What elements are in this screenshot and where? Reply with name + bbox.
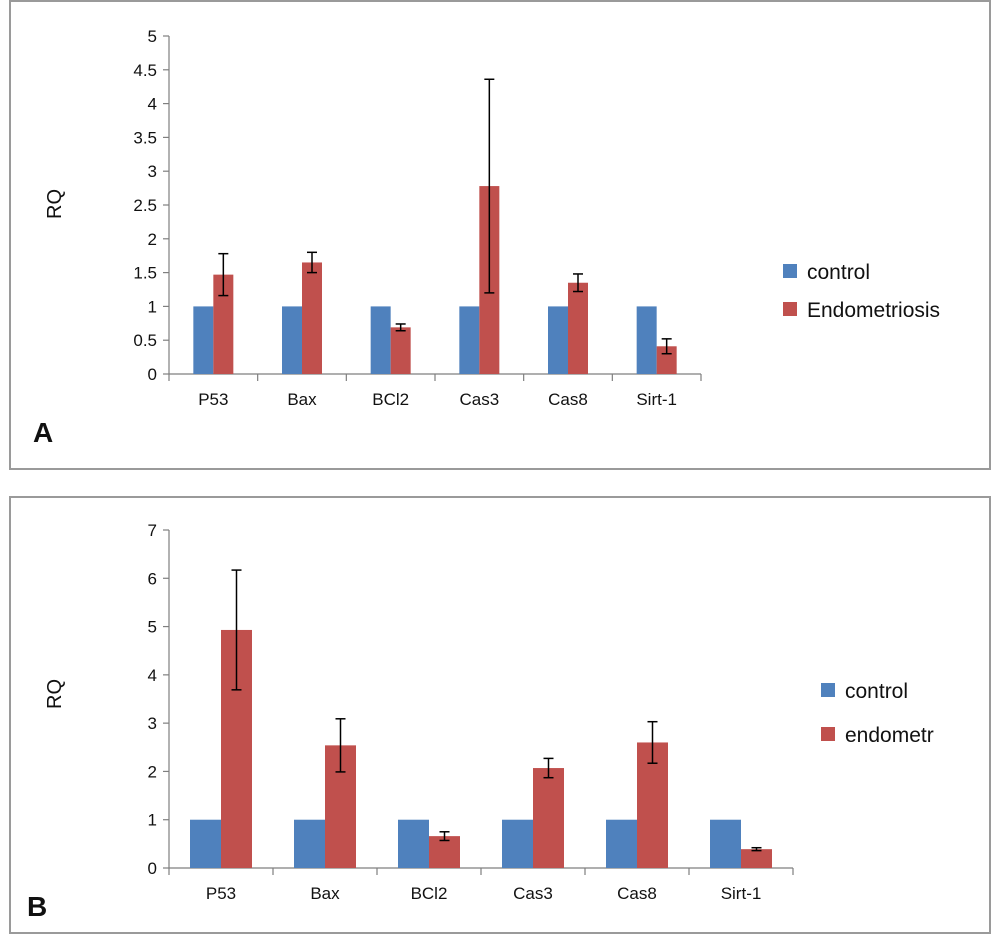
y-axis-title: RQ xyxy=(44,679,66,709)
bar-control-p53 xyxy=(193,306,214,374)
y-tick-label: 0.5 xyxy=(133,331,157,350)
x-tick-label: Cas3 xyxy=(513,884,553,903)
bar-endometriosis-p53 xyxy=(213,274,234,374)
bar-chart-a: 0 0.5 1 1.5 2 2.5 3 3.5 4 4.5 5 RQ P53 Bax BCl2 Cas3 Cas… xyxy=(33,27,940,448)
bar-control-p53 xyxy=(190,819,221,868)
x-tick-label: P53 xyxy=(198,390,228,409)
x-tick-label: Bax xyxy=(287,390,317,409)
bar-chart-b: 0 1 2 3 4 5 6 7 RQ P53 Bax BCl2 Cas3 Cas8 Sirt-1 contro… xyxy=(27,521,934,922)
bar-endometriosis-bcl2 xyxy=(390,327,411,374)
bar-control-sirt-1 xyxy=(636,306,657,374)
y-tick-label: 0 xyxy=(148,859,157,878)
bar-control-cas3 xyxy=(459,306,480,374)
x-tick-label: BCl2 xyxy=(411,884,448,903)
legend-label-endometr: endometr xyxy=(845,724,934,747)
bar-control-bax xyxy=(294,819,325,868)
y-tick-label: 2 xyxy=(148,230,157,249)
legend-swatch-control xyxy=(783,264,797,278)
x-tick-label: P53 xyxy=(206,884,236,903)
x-tick-label: Cas8 xyxy=(548,390,588,409)
legend-label-endometriosis: Endometriosis xyxy=(807,299,940,322)
x-tick-label: Sirt-1 xyxy=(721,884,762,903)
y-tick-label: 1.5 xyxy=(133,264,157,283)
legend-swatch-endometr xyxy=(821,727,835,741)
y-tick-label: 6 xyxy=(148,569,157,588)
y-tick-label: 4 xyxy=(148,666,157,685)
y-tick-label: 1 xyxy=(148,811,157,830)
chart-panel-a: 0 0.5 1 1.5 2 2.5 3 3.5 4 4.5 5 RQ P53 Bax BCl2 Cas3 Cas… xyxy=(9,0,991,470)
bar-control-bcl2 xyxy=(370,306,391,374)
y-tick-label: 3.5 xyxy=(133,128,157,147)
y-tick-label: 4.5 xyxy=(133,61,157,80)
bar-endometriosis-bax xyxy=(302,262,322,374)
legend-swatch-endometriosis xyxy=(783,302,797,316)
x-tick-label: Cas8 xyxy=(617,884,657,903)
bar-endometr-sirt-1 xyxy=(741,849,772,868)
bar-control-cas8 xyxy=(548,306,568,374)
y-tick-label: 1 xyxy=(148,297,157,316)
x-tick-label: BCl2 xyxy=(372,390,409,409)
y-tick-label: 5 xyxy=(148,27,157,46)
panel-label: A xyxy=(33,417,53,448)
bar-control-cas8 xyxy=(606,819,637,868)
legend-swatch-control xyxy=(821,683,835,697)
x-tick-label: Cas3 xyxy=(459,390,499,409)
y-tick-label: 3 xyxy=(148,162,157,181)
legend-label-control: control xyxy=(845,680,908,703)
y-tick-label: 5 xyxy=(148,618,157,637)
bar-endometriosis-cas8 xyxy=(568,282,588,374)
bar-endometr-bcl2 xyxy=(429,836,460,868)
x-tick-label: Sirt-1 xyxy=(636,390,677,409)
y-axis-title: RQ xyxy=(44,189,66,219)
y-tick-label: 0 xyxy=(148,365,157,384)
y-tick-label: 3 xyxy=(148,714,157,733)
y-tick-label: 2.5 xyxy=(133,196,157,215)
y-tick-label: 2 xyxy=(148,762,157,781)
y-tick-label: 7 xyxy=(148,521,157,540)
legend-label-control: control xyxy=(807,261,870,284)
chart-panel-b: 0 1 2 3 4 5 6 7 RQ P53 Bax BCl2 Cas3 Cas8 Sirt-1 contro… xyxy=(9,496,991,934)
bar-control-bcl2 xyxy=(398,819,429,868)
bar-control-cas3 xyxy=(502,819,533,868)
bar-control-sirt-1 xyxy=(710,819,741,868)
panel-label: B xyxy=(27,891,47,922)
bar-control-bax xyxy=(282,306,302,374)
x-tick-label: Bax xyxy=(310,884,340,903)
bar-endometr-cas3 xyxy=(533,768,564,868)
y-tick-label: 4 xyxy=(148,95,157,114)
